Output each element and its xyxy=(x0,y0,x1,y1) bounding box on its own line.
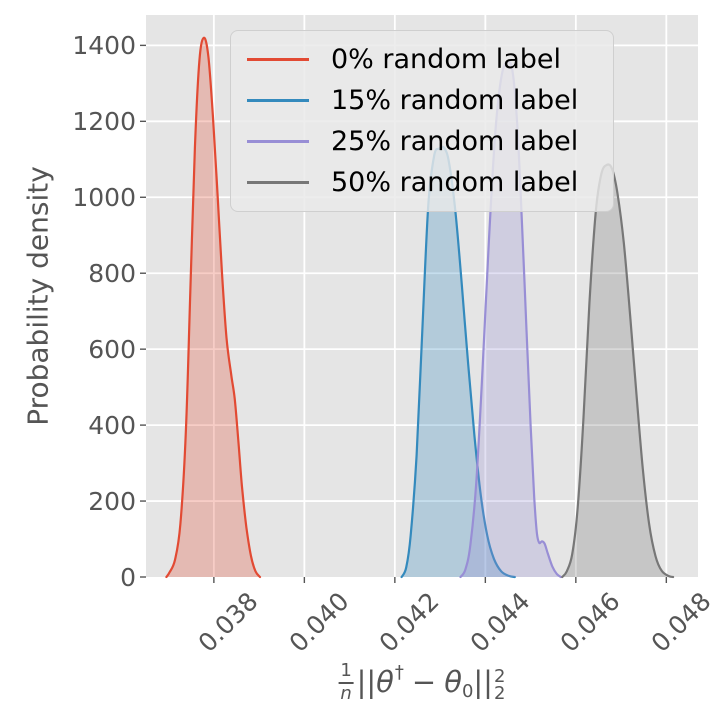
legend-line-swatch xyxy=(247,58,309,61)
y-tick-label: 1200 xyxy=(72,107,136,137)
legend-item-1: 15% random label xyxy=(247,87,597,114)
legend-item-0: 0% random label xyxy=(247,46,597,73)
y-tick-label: 0 xyxy=(120,563,136,592)
xlabel-close-bars: || xyxy=(473,665,493,700)
legend-label: 0% random label xyxy=(331,44,562,75)
legend-line-swatch xyxy=(247,140,309,143)
density-fill-series-1 xyxy=(401,146,515,578)
density-fill-series-3 xyxy=(562,164,674,577)
legend-label: 50% random label xyxy=(331,167,579,198)
y-tick-label: 600 xyxy=(88,335,136,365)
xlabel-dagger-sup: † xyxy=(394,661,404,683)
xlabel-math-body: || θ † − θ 0 || 2 2 xyxy=(356,661,506,704)
xlabel-frac-bar xyxy=(338,681,354,684)
y-tick-label: 400 xyxy=(88,411,136,441)
xlabel-theta-dagger: θ xyxy=(376,665,394,700)
legend-item-3: 50% random label xyxy=(247,169,597,196)
xlabel-theta-zero: θ xyxy=(444,665,462,700)
x-axis-label: 1 n || θ † − θ 0 || 2 2 xyxy=(338,660,506,704)
y-tick-label: 1000 xyxy=(72,183,136,213)
density-fill-series-2 xyxy=(460,61,561,578)
y-tick-label: 200 xyxy=(88,487,136,517)
xlabel-frac-denominator: n xyxy=(340,682,352,704)
y-tick-label: 1400 xyxy=(72,31,136,61)
legend: 0% random label 15% random label 25% rando… xyxy=(230,30,614,212)
xlabel-frac-numerator: 1 xyxy=(340,660,352,681)
xlabel-open-bars: || xyxy=(356,665,377,700)
xlabel-norm-sub: 2 xyxy=(493,682,506,704)
density-line-series-0 xyxy=(165,36,262,579)
y-tick-label: 800 xyxy=(88,259,136,289)
legend-label: 25% random label xyxy=(331,126,579,157)
legend-line-swatch xyxy=(247,99,309,102)
xlabel-norm-sup: 2 xyxy=(493,665,506,687)
density-fill-series-0 xyxy=(166,37,260,578)
y-axis-label: Probability density xyxy=(21,166,55,426)
legend-item-2: 25% random label xyxy=(247,128,597,155)
x-tick-label: 0.048 xyxy=(645,586,717,658)
legend-label: 15% random label xyxy=(331,85,579,116)
xlabel-fraction: 1 n xyxy=(338,660,354,704)
legend-line-swatch xyxy=(247,181,309,184)
xlabel-minus: − xyxy=(411,665,437,700)
xlabel-zero-sub: 0 xyxy=(461,680,474,702)
